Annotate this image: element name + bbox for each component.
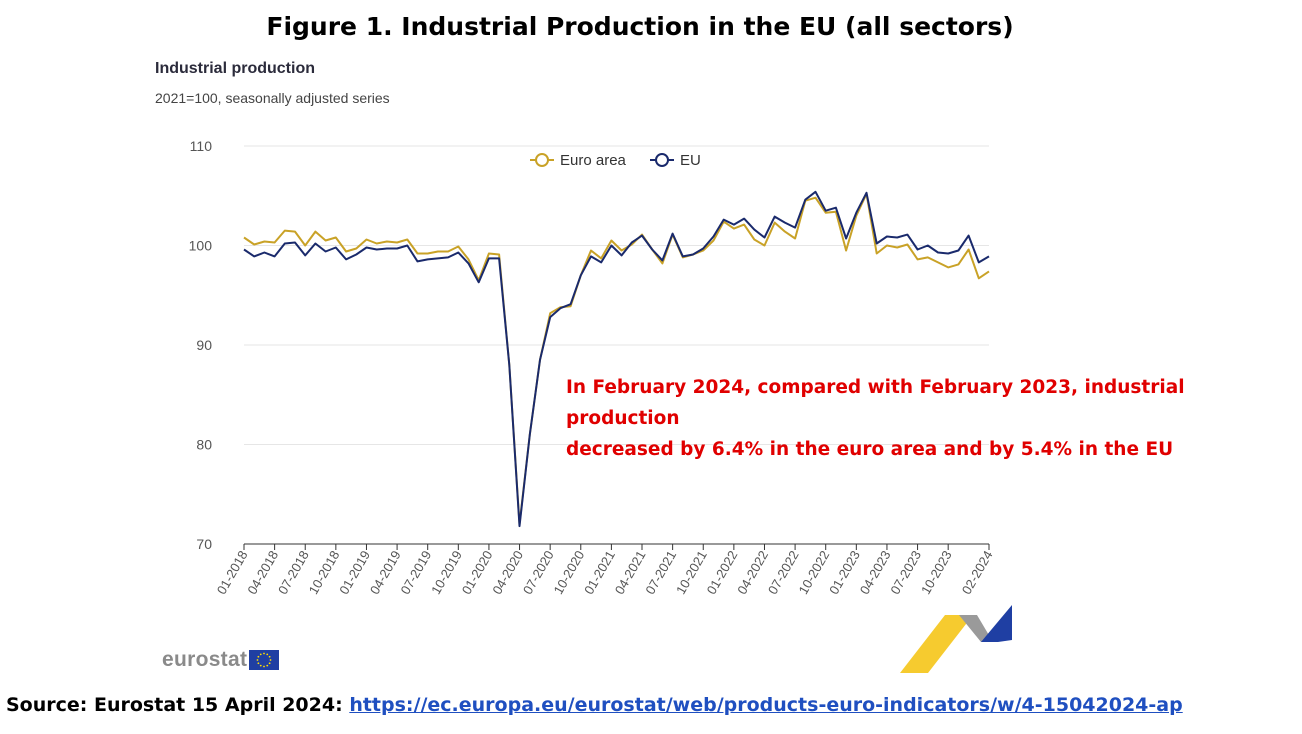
flag-star	[257, 662, 260, 665]
flag-star	[268, 662, 271, 665]
legend-marker	[655, 153, 669, 167]
flag-star	[256, 659, 259, 661]
chart-subtitle: 2021=100, seasonally adjusted series	[155, 90, 390, 106]
eurostat-logo-text: eurostat	[162, 648, 248, 671]
series-line-eu	[243, 190, 990, 528]
flag-star	[268, 655, 271, 658]
eurostat-logo: eurostat	[162, 648, 280, 672]
flag-star	[257, 655, 260, 658]
flag-star	[269, 659, 272, 661]
flag-star	[260, 664, 262, 667]
flag-star	[263, 652, 266, 655]
legend-label: Euro area	[560, 152, 627, 169]
source-link[interactable]: https://ec.europa.eu/eurostat/web/produc…	[349, 694, 1183, 716]
legend-marker	[535, 153, 549, 167]
flag-star	[260, 653, 262, 656]
source-line: Source: Eurostat 15 April 2024: https://…	[6, 694, 1183, 716]
annotation-line-2: decreased by 6.4% in the euro area and b…	[566, 439, 1174, 460]
chart-annotation: In February 2024, compared with February…	[566, 372, 1302, 465]
x-tick-label: 02-2024	[959, 548, 996, 597]
source-prefix: Source: Eurostat 15 April 2024:	[6, 694, 350, 716]
y-tick-label: 90	[196, 337, 212, 353]
y-tick-label: 110	[190, 138, 213, 154]
y-tick-label: 100	[189, 238, 213, 254]
figure-title: Figure 1. Industrial Production in the E…	[266, 12, 1014, 41]
flag-star	[266, 664, 269, 667]
flag-star	[266, 653, 269, 656]
flag-star	[263, 665, 266, 668]
chart-title: Industrial production	[155, 60, 315, 77]
legend-label: EU	[680, 152, 701, 169]
y-tick-label: 80	[196, 437, 212, 453]
eu-flag-icon	[249, 650, 280, 670]
y-tick-label: 70	[196, 536, 212, 552]
annotation-line-1: In February 2024, compared with February…	[566, 377, 1185, 429]
eurostat-decorative-arrows	[900, 605, 1012, 673]
